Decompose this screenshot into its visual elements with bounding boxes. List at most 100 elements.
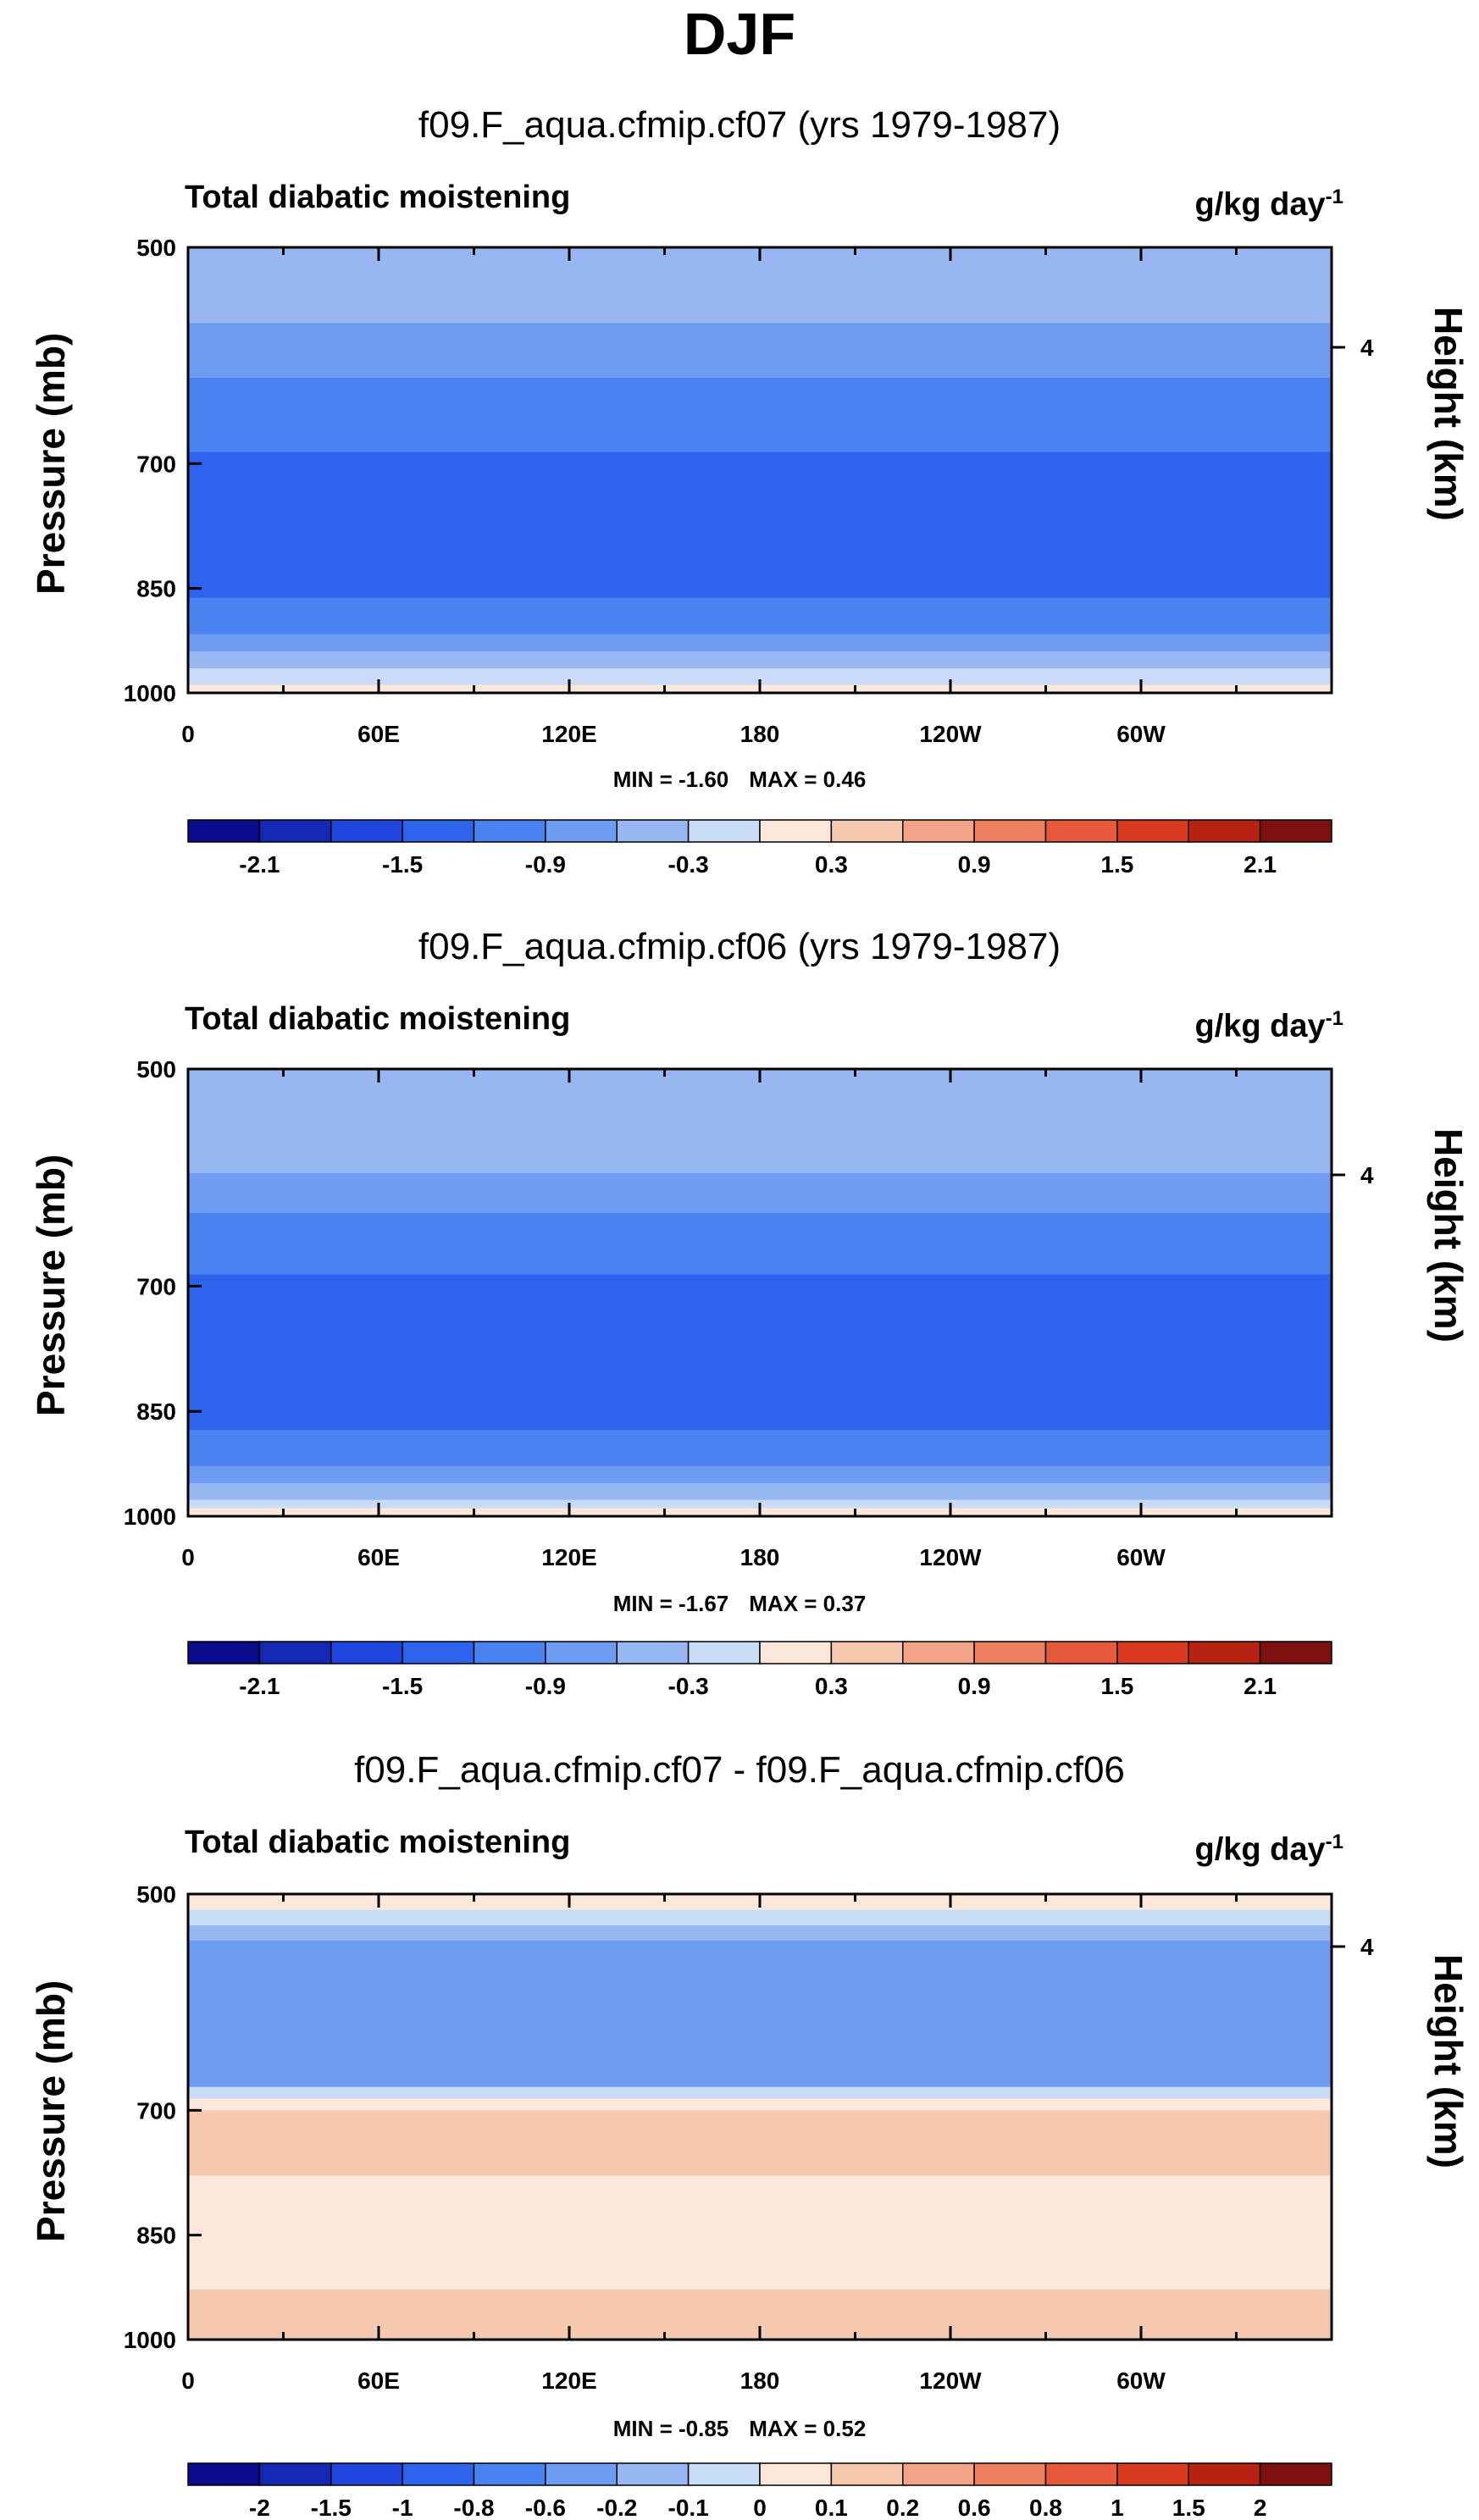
colorbar-swatch [330,819,403,843]
colorbar-swatch [473,2462,546,2486]
colorbar-label: 0.9 [958,851,991,878]
colorbar-swatch [473,1641,546,1664]
colorbar-label: -0.2 [596,2495,637,2520]
heatmap-band [188,293,1332,310]
panel-1-colorbar: -2.1 -1.5 -0.9 -0.3 0.3 0.9 1.5 2.1 [187,819,1332,878]
heatmap-band [188,1159,1332,1174]
panel-3-stats: MIN = -0.85 MAX = 0.52 [0,2416,1479,2442]
colorbar-label: -1.5 [311,2495,352,2520]
colorbar-label: -0.6 [525,2495,566,2520]
heatmap-band [188,2262,1332,2274]
heatmap-band [188,2024,1332,2039]
x-tick-label: 60E [357,721,400,747]
colorbar-swatch [1044,2462,1118,2486]
heatmap-band [188,1448,1332,1459]
heatmap-band [188,2063,1332,2076]
heatmap-band [188,1172,1332,1188]
heatmap-band [188,660,1332,669]
heatmap-band [188,1392,1332,1403]
panel-3-title: f09.F_aqua.cfmip.cf07 - f09.F_aqua.cfmip… [354,1749,1125,1791]
heatmap-band [188,1482,1332,1493]
heatmap-band [188,2289,1332,2300]
colorbar-label: -2.1 [239,1673,280,1699]
colorbar-swatch [258,2462,332,2486]
panel-1-max: MAX = 0.46 [749,767,867,792]
x-tick-label: 60W [1116,721,1166,747]
heatmap-band [188,323,1332,339]
heatmap-band [188,364,1332,379]
heatmap-band [188,518,1332,530]
heatmap-band [188,440,1332,453]
heatmap-band [188,539,1332,551]
panel-2-heatmap: 0 60E 120E 180 120W 60W 500 700 850 1000 4 [124,1056,1374,1570]
colorbar-label: -0.1 [668,2495,709,2520]
panel-3-colorbar: -2 -1.5 -1 -0.8 -0.6 -0.2 -0.1 0 0.1 0.2 0.6 0.8 1 1.… [187,2462,1332,2520]
colorbar-swatch [616,1641,690,1664]
heatmap-band [188,463,1332,476]
y-tick-label: 700 [136,451,176,477]
heatmap-band [188,2225,1332,2236]
x-tick-label: 120W [919,2368,982,2394]
figure-title: DJF [683,1,796,67]
heatmap-band [188,579,1332,590]
colorbar-swatch [759,1641,833,1664]
colorbar-swatch [1259,1641,1332,1664]
x-tick-label: 180 [740,2368,780,2394]
y-tick-label: 1000 [124,2327,176,2353]
x-tick-label: 60E [357,2368,400,2394]
y-tick-label: 500 [136,1056,176,1083]
colorbar-swatch [187,1641,261,1664]
x-tick-label: 120E [541,2368,596,2394]
heatmap-band [188,2206,1332,2218]
colorbar-label: -0.3 [668,1673,709,1699]
x-tick-label: 60W [1116,1544,1166,1570]
colorbar-swatch [402,819,475,843]
heatmap-band [188,1997,1332,2013]
heatmap-band [188,2307,1332,2316]
colorbar-swatch [473,819,546,843]
heatmap-band [188,2121,1332,2134]
x-tick-label: 180 [740,1544,780,1570]
x-tick-label: 120E [541,721,596,747]
heatmap-band [188,529,1332,540]
colorbar-swatch [1188,819,1261,843]
panel-2-max: MAX = 0.37 [749,1591,867,1616]
heatmap-band [188,1130,1332,1146]
heatmap-band [188,1474,1332,1484]
heatmap-band [188,625,1332,635]
heatmap-band [188,351,1332,366]
colorbar-swatch [902,819,975,843]
y-tick-label: 1000 [124,680,176,706]
heatmap-band [188,2244,1332,2255]
height-tick-label: 4 [1360,1934,1374,1960]
colorbar-label: 0.3 [815,1673,848,1699]
panel-1-heatmap: 0 60E 120E 180 120W 60W 500 700 850 1000 4 [124,235,1374,747]
heatmap-band [188,1955,1332,1971]
heatmap-band [188,2132,1332,2145]
heatmap-band [188,451,1332,465]
panel-2-title: f09.F_aqua.cfmip.cf06 (yrs 1979-1987) [418,926,1061,967]
colorbar-label: 0 [753,2495,767,2520]
heatmap-band [188,2074,1332,2088]
y-tick-label: 1000 [124,1504,176,1530]
heatmap-band [188,1297,1332,1310]
colorbar-label: 2 [1254,2495,1267,2520]
heatmap-band [188,1262,1332,1276]
heatmap-band [188,378,1332,392]
heatmap-band [188,1457,1332,1467]
panel-2-units-text: g/kg day [1194,1008,1326,1044]
colorbar-label: 0.1 [815,2495,848,2520]
heatmap-band [188,308,1332,324]
heatmap-band [188,1100,1332,1117]
colorbar-swatch [830,819,904,843]
heatmap-band [188,2185,1332,2197]
colorbar-label: 2.1 [1244,1673,1277,1699]
colorbar-swatch [616,819,690,843]
colorbar-label: 1.5 [1100,851,1133,878]
heatmap-band [188,2011,1332,2026]
heatmap-band [188,1372,1332,1383]
heatmap-band [188,1199,1332,1214]
x-tick-label: 0 [181,721,195,747]
colorbar-label: -0.9 [525,851,566,878]
heatmap-band [188,1320,1332,1332]
